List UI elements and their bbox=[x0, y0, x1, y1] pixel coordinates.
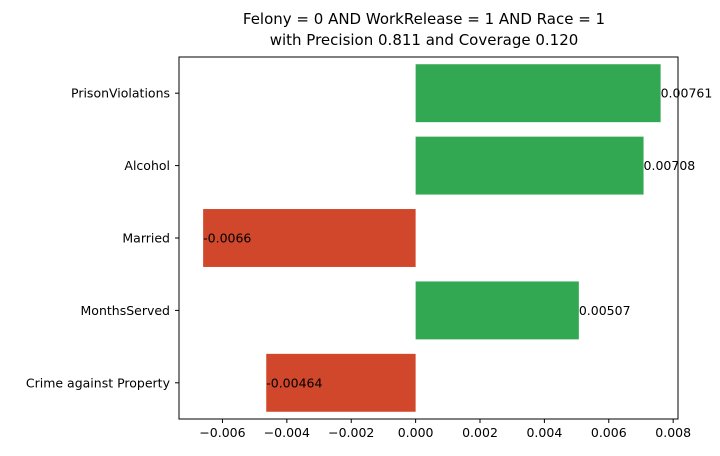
data-label-1: 0.00761 bbox=[661, 86, 713, 101]
plot-frame bbox=[178, 56, 679, 420]
chart-title-line-2: with Precision 0.811 and Coverage 0.120 bbox=[270, 31, 579, 49]
x-tick-label-3: −0.002 bbox=[328, 425, 374, 440]
chart-title-line-1: Felony = 0 AND WorkRelease = 1 AND Race … bbox=[243, 10, 605, 28]
x-tick-label-4: 0.000 bbox=[398, 425, 434, 440]
y-axis-categories: PrisonViolations Alcohol Married MonthsServ… bbox=[26, 86, 179, 390]
x-tick-label-7: 0.006 bbox=[591, 425, 627, 440]
x-tick-label-2: −0.004 bbox=[264, 425, 310, 440]
category-label-1: PrisonViolations bbox=[71, 86, 170, 101]
bar-5 bbox=[266, 353, 416, 412]
category-label-3: Married bbox=[122, 231, 170, 246]
x-tick-label-5: 0.002 bbox=[462, 425, 498, 440]
x-tick-label-1: −0.006 bbox=[199, 425, 245, 440]
x-tick-label-8: 0.008 bbox=[655, 425, 691, 440]
bar-2 bbox=[415, 136, 644, 195]
category-label-4: MonthsServed bbox=[81, 303, 170, 318]
x-tick-label-6: 0.004 bbox=[526, 425, 562, 440]
bar-3 bbox=[203, 209, 416, 267]
bar-1 bbox=[415, 64, 661, 123]
bar-4 bbox=[415, 281, 579, 340]
data-label-2: 0.00708 bbox=[644, 158, 696, 173]
bars: 0.00761 0.00708 -0.0066 0.00507 -0.00464 bbox=[203, 64, 712, 412]
data-label-3: -0.0066 bbox=[203, 231, 251, 246]
data-label-4: 0.00507 bbox=[579, 303, 631, 318]
category-label-2: Alcohol bbox=[124, 158, 170, 173]
data-label-5: -0.00464 bbox=[266, 375, 322, 390]
category-label-5: Crime against Property bbox=[26, 375, 171, 390]
x-axis-ticks: −0.006 −0.004 −0.002 0.000 0.002 0.004 0.006 0.… bbox=[199, 419, 691, 440]
